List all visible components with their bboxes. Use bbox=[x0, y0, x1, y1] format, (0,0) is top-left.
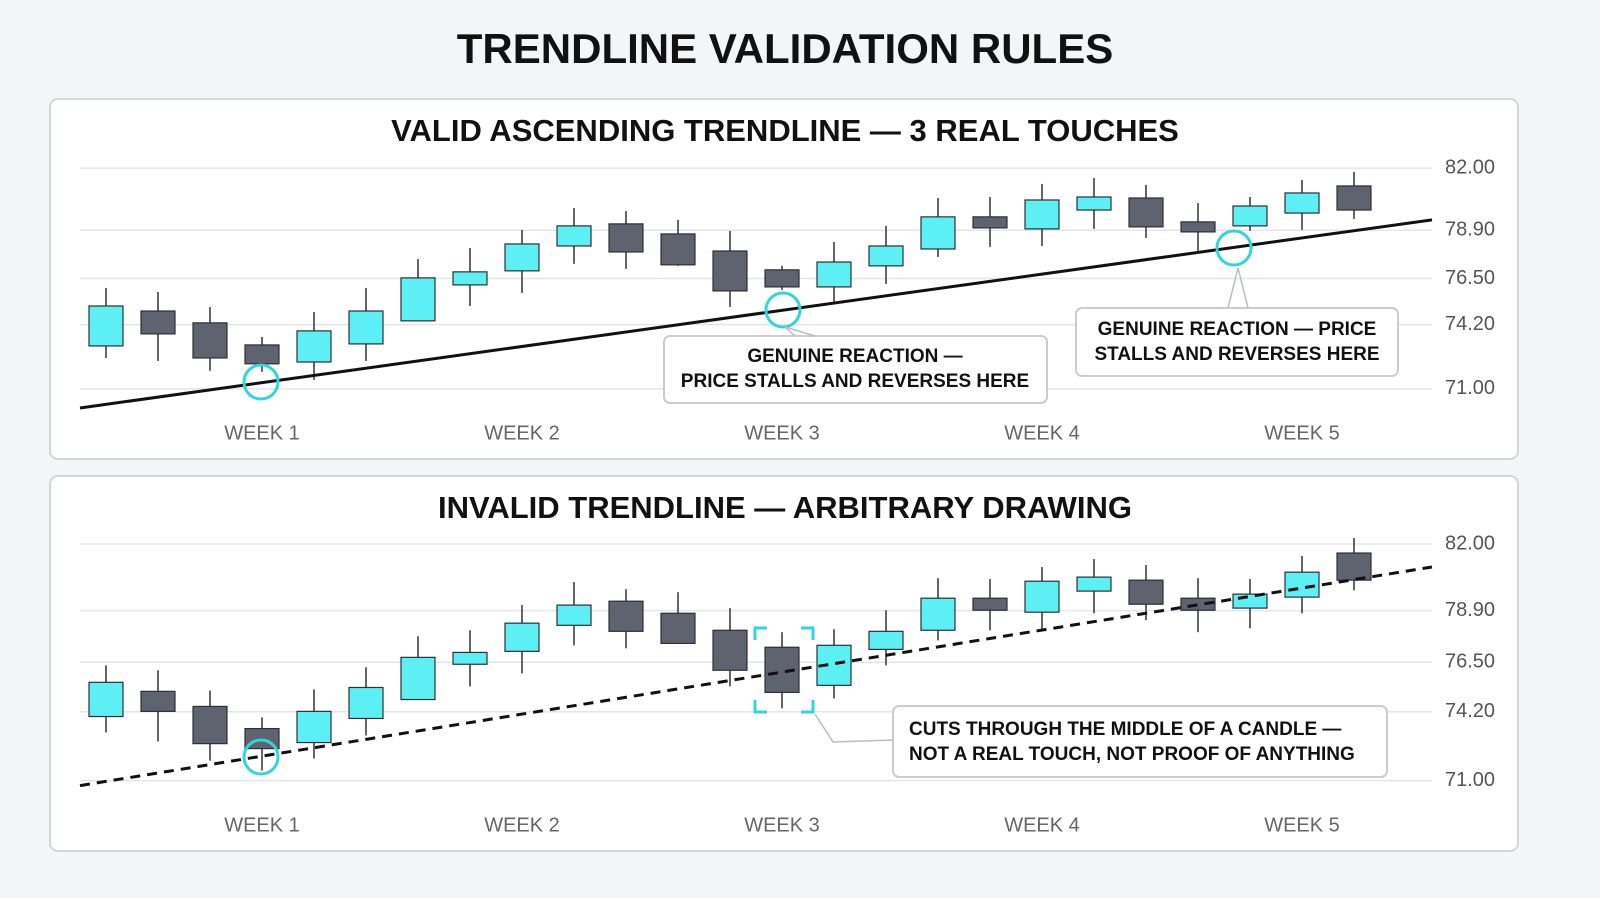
x-tick-label: WEEK 4 bbox=[1004, 814, 1080, 836]
candle-body bbox=[660, 233, 696, 266]
y-tick-label: 71.00 bbox=[1445, 377, 1495, 399]
trendline bbox=[79, 565, 1433, 788]
candle-body bbox=[712, 250, 748, 292]
candle-body bbox=[1336, 552, 1372, 581]
candle-body bbox=[764, 269, 800, 288]
y-tick-label: 71.00 bbox=[1445, 769, 1495, 791]
callout-pointer bbox=[784, 326, 816, 337]
x-tick-label: WEEK 2 bbox=[484, 422, 560, 444]
candle-body bbox=[972, 216, 1008, 229]
candle-body bbox=[608, 600, 644, 632]
candle-body bbox=[244, 344, 280, 365]
y-tick-label: 82.00 bbox=[1445, 532, 1495, 554]
candle-body bbox=[868, 245, 904, 267]
x-tick-label: WEEK 5 bbox=[1264, 814, 1340, 836]
x-tick-label: WEEK 1 bbox=[224, 814, 300, 836]
touch-marker bbox=[764, 291, 802, 329]
x-tick-label: WEEK 4 bbox=[1004, 422, 1080, 444]
candle-body bbox=[1128, 579, 1164, 605]
y-tick-label: 78.90 bbox=[1445, 599, 1495, 621]
x-tick-label: WEEK 3 bbox=[744, 814, 820, 836]
touch-marker bbox=[1215, 229, 1253, 267]
callout-box bbox=[892, 705, 1388, 778]
candle-body bbox=[1024, 580, 1060, 613]
candle-body bbox=[88, 305, 124, 347]
candle-body bbox=[712, 629, 748, 671]
candle-body bbox=[140, 690, 176, 712]
candle-body bbox=[660, 612, 696, 644]
touch-marker bbox=[242, 363, 280, 401]
candle-body bbox=[556, 604, 592, 626]
y-tick-label: 74.20 bbox=[1445, 313, 1495, 335]
trendline bbox=[79, 218, 1433, 410]
candle-body bbox=[140, 310, 176, 335]
callout-text: CUTS THROUGH THE MIDDLE OF A CANDLE — bbox=[909, 719, 1341, 740]
candle-body bbox=[1076, 576, 1112, 592]
touch-marker bbox=[242, 738, 280, 776]
y-tick-label: 76.50 bbox=[1445, 267, 1495, 289]
candle-body bbox=[1232, 593, 1268, 609]
candle-body bbox=[88, 681, 124, 718]
candle-body bbox=[1076, 196, 1112, 211]
callout-text: PRICE STALLS AND REVERSES HERE bbox=[681, 371, 1029, 392]
callout-pointer bbox=[1227, 267, 1249, 309]
candle-body bbox=[816, 261, 852, 288]
candle-body bbox=[1284, 571, 1320, 598]
x-tick-label: WEEK 1 bbox=[224, 422, 300, 444]
chart-title: INVALID TRENDLINE — ARBITRARY DRAWING bbox=[438, 490, 1132, 525]
x-tick-label: WEEK 2 bbox=[484, 814, 560, 836]
candle-body bbox=[1284, 192, 1320, 214]
candle-body bbox=[452, 271, 488, 286]
callout-pointer bbox=[814, 713, 894, 743]
callout-text: GENUINE REACTION — bbox=[747, 346, 962, 367]
candle-body bbox=[400, 656, 436, 701]
callout-text: STALLS AND REVERSES HERE bbox=[1094, 344, 1379, 365]
candle-body bbox=[1024, 199, 1060, 230]
callout-box bbox=[663, 335, 1048, 404]
y-tick-label: 82.00 bbox=[1445, 156, 1495, 178]
candle-body bbox=[972, 597, 1008, 611]
candle-body bbox=[296, 710, 332, 744]
candle-body bbox=[400, 277, 436, 322]
candle-body bbox=[452, 651, 488, 665]
bracket-marker bbox=[753, 626, 815, 714]
callout-text: GENUINE REACTION — PRICE bbox=[1098, 319, 1377, 340]
candle-body bbox=[192, 705, 228, 745]
candle-body bbox=[504, 622, 540, 652]
y-tick-label: 78.90 bbox=[1445, 219, 1495, 241]
y-tick-label: 74.20 bbox=[1445, 700, 1495, 722]
candle-body bbox=[1232, 205, 1268, 227]
candle-body bbox=[1180, 221, 1216, 233]
candle-body bbox=[608, 223, 644, 253]
candle-body bbox=[1336, 185, 1372, 211]
candle-body bbox=[1128, 197, 1164, 228]
candle-body bbox=[868, 630, 904, 651]
candle-body bbox=[920, 597, 956, 631]
candle-body bbox=[296, 330, 332, 363]
x-tick-label: WEEK 3 bbox=[744, 422, 820, 444]
callout-box bbox=[1075, 307, 1399, 377]
candle-body bbox=[348, 686, 384, 720]
x-tick-label: WEEK 5 bbox=[1264, 422, 1340, 444]
page-title: TRENDLINE VALIDATION RULES bbox=[457, 25, 1113, 72]
candle-body bbox=[920, 216, 956, 250]
candle-body bbox=[192, 322, 228, 359]
candle-body bbox=[504, 243, 540, 272]
candle-body bbox=[556, 225, 592, 247]
y-tick-label: 76.50 bbox=[1445, 651, 1495, 673]
chart-title: VALID ASCENDING TRENDLINE — 3 REAL TOUCH… bbox=[391, 113, 1179, 148]
callout-text: NOT A REAL TOUCH, NOT PROOF OF ANYTHING bbox=[909, 744, 1355, 765]
candle-body bbox=[348, 310, 384, 345]
